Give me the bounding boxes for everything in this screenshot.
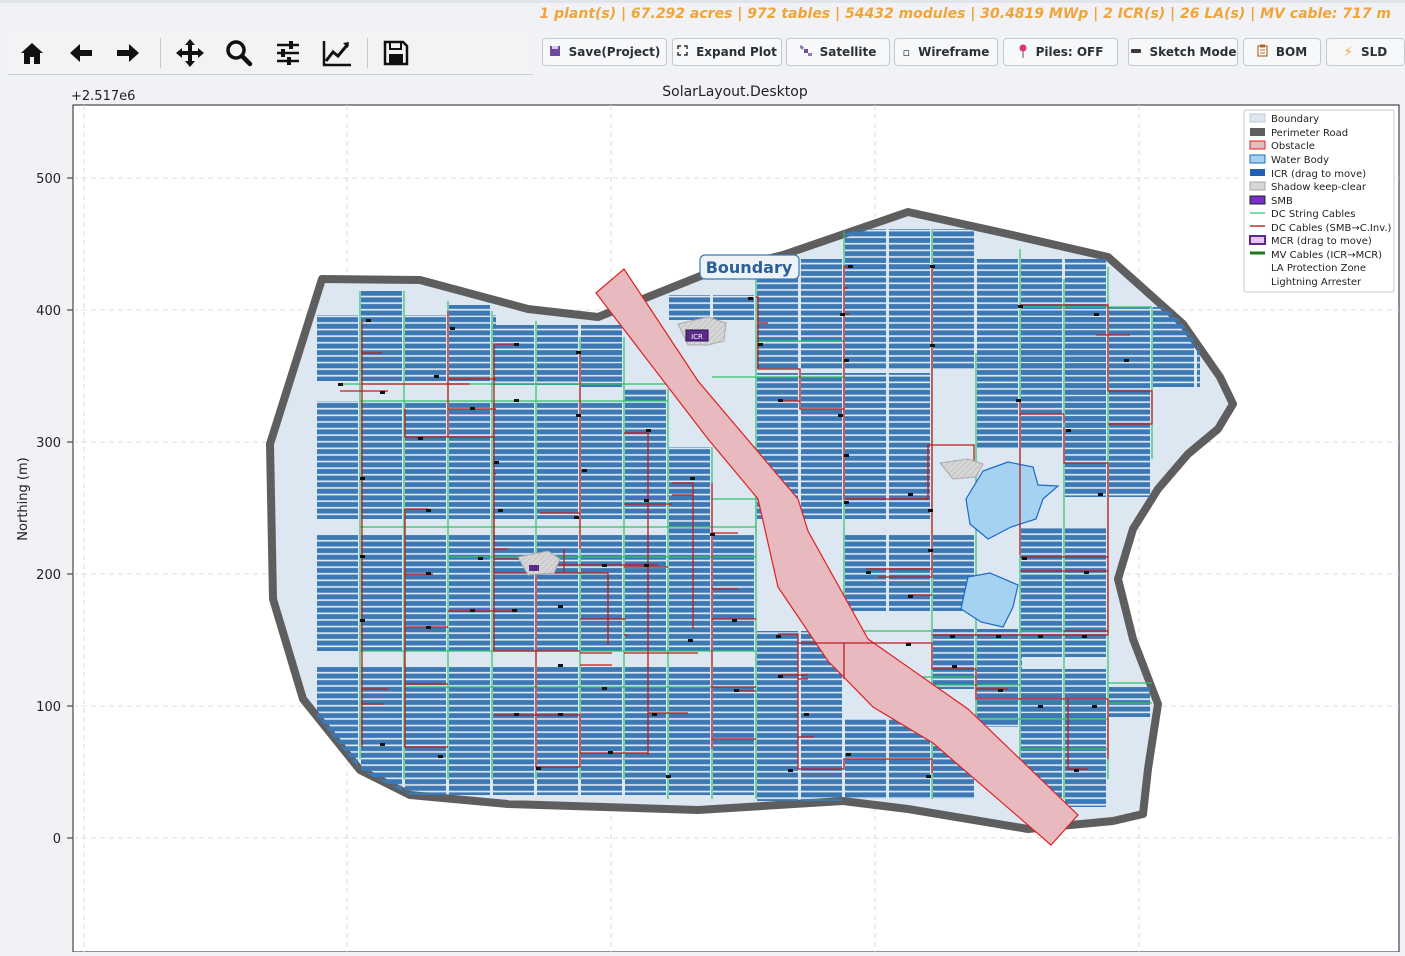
legend-entry: Boundary bbox=[1271, 114, 1319, 125]
y-offset-label: +2.517e6 bbox=[71, 89, 135, 104]
sketch-mode-label: Sketch Mode bbox=[1149, 45, 1237, 59]
icr-block[interactable] bbox=[685, 329, 709, 342]
pan-icon[interactable] bbox=[170, 36, 210, 70]
save-project-button[interactable]: Save(Project) bbox=[542, 38, 667, 66]
boundary-label-box bbox=[699, 254, 800, 280]
legend-entry: DC Cables (SMB→C.Inv.) bbox=[1271, 223, 1392, 234]
window-top-edge bbox=[0, 0, 1405, 3]
legend-box bbox=[1243, 109, 1395, 293]
edit-axis-icon[interactable] bbox=[317, 36, 357, 70]
y-tick-marks bbox=[67, 177, 73, 839]
expand-icon bbox=[677, 45, 688, 59]
y-tick-label: 300 bbox=[36, 436, 61, 451]
expand-plot-button[interactable]: Expand Plot bbox=[672, 38, 782, 66]
back-arrow-icon[interactable] bbox=[61, 36, 101, 70]
y-tick-label: 0 bbox=[53, 832, 61, 847]
pencil-icon bbox=[1130, 46, 1142, 59]
icr-label: ICR bbox=[691, 333, 703, 341]
satellite-icon bbox=[798, 44, 812, 60]
legend-entry: Perimeter Road bbox=[1271, 128, 1348, 139]
forward-arrow-icon[interactable] bbox=[108, 36, 148, 70]
sld-label: SLD bbox=[1360, 45, 1388, 59]
lightning-icon: ⚡ bbox=[1343, 44, 1353, 60]
bom-label: BOM bbox=[1275, 45, 1308, 59]
pin-icon bbox=[1018, 44, 1028, 61]
sld-button[interactable]: ⚡ SLD bbox=[1326, 38, 1405, 66]
piles-toggle-label: Piles: OFF bbox=[1035, 45, 1104, 59]
zoom-icon[interactable] bbox=[219, 36, 259, 70]
sketch-mode-button[interactable]: Sketch Mode bbox=[1128, 38, 1238, 66]
legend-entry: ICR (drag to move) bbox=[1271, 169, 1366, 180]
legend-entry: Obstacle bbox=[1271, 141, 1315, 152]
plot-canvas[interactable]: SolarLayout.Desktop +2.517e6 Northing (m… bbox=[8, 79, 1405, 953]
clipboard-icon bbox=[1257, 44, 1268, 60]
y-tick-labels: 500 400 300 200 100 0 bbox=[36, 172, 61, 847]
wireframe-label: Wireframe bbox=[918, 45, 990, 59]
legend-entry: MV Cables (ICR→MCR) bbox=[1271, 250, 1382, 261]
bom-button[interactable]: BOM bbox=[1243, 38, 1321, 66]
satellite-button[interactable]: Satellite bbox=[786, 38, 890, 66]
legend-entry: SMB bbox=[1271, 196, 1293, 207]
y-axis-label: Northing (m) bbox=[16, 457, 31, 540]
save-figure-icon[interactable] bbox=[376, 36, 416, 70]
plot-title: SolarLayout.Desktop bbox=[662, 84, 808, 100]
icr-block[interactable] bbox=[529, 565, 539, 571]
y-tick-label: 100 bbox=[36, 700, 61, 715]
y-tick-label: 200 bbox=[36, 568, 61, 583]
layout-plot[interactable]: SolarLayout.Desktop +2.517e6 Northing (m… bbox=[8, 79, 1405, 953]
configure-subplots-icon[interactable] bbox=[268, 36, 308, 70]
water-body[interactable] bbox=[960, 572, 1019, 628]
save-project-label: Save(Project) bbox=[568, 45, 661, 59]
satellite-label: Satellite bbox=[819, 45, 877, 59]
navigation-toolbar bbox=[8, 32, 533, 75]
y-tick-label: 500 bbox=[36, 172, 61, 187]
water-body[interactable] bbox=[965, 461, 1060, 540]
piles-toggle-button[interactable]: Piles: OFF bbox=[1003, 38, 1118, 66]
plant-stats-summary: 1 plant(s) | 67.292 acres | 972 tables |… bbox=[539, 6, 1391, 22]
legend-entry: Water Body bbox=[1271, 155, 1329, 166]
smb-markers bbox=[338, 265, 1129, 778]
home-icon[interactable] bbox=[12, 36, 52, 70]
legend-entry: Lightning Arrester bbox=[1271, 277, 1362, 288]
save-icon bbox=[549, 45, 561, 60]
expand-plot-label: Expand Plot bbox=[696, 45, 777, 59]
toolbar-separator bbox=[160, 38, 161, 68]
legend: Boundary Perimeter Road Obstacle Water B… bbox=[1243, 109, 1395, 293]
y-tick-label: 400 bbox=[36, 304, 61, 319]
boundary-label: Boundary bbox=[706, 258, 793, 277]
wireframe-button[interactable]: ▫ Wireframe bbox=[894, 38, 998, 66]
dc-cables bbox=[340, 265, 1153, 773]
legend-entry: Shadow keep-clear bbox=[1271, 182, 1367, 193]
wireframe-icon: ▫ bbox=[902, 45, 911, 59]
toolbar-separator bbox=[367, 38, 368, 68]
legend-entry: MCR (drag to move) bbox=[1271, 236, 1372, 247]
legend-entry: DC String Cables bbox=[1271, 209, 1355, 220]
legend-entry: LA Protection Zone bbox=[1271, 263, 1366, 274]
obstacle-zone[interactable] bbox=[595, 268, 1079, 846]
